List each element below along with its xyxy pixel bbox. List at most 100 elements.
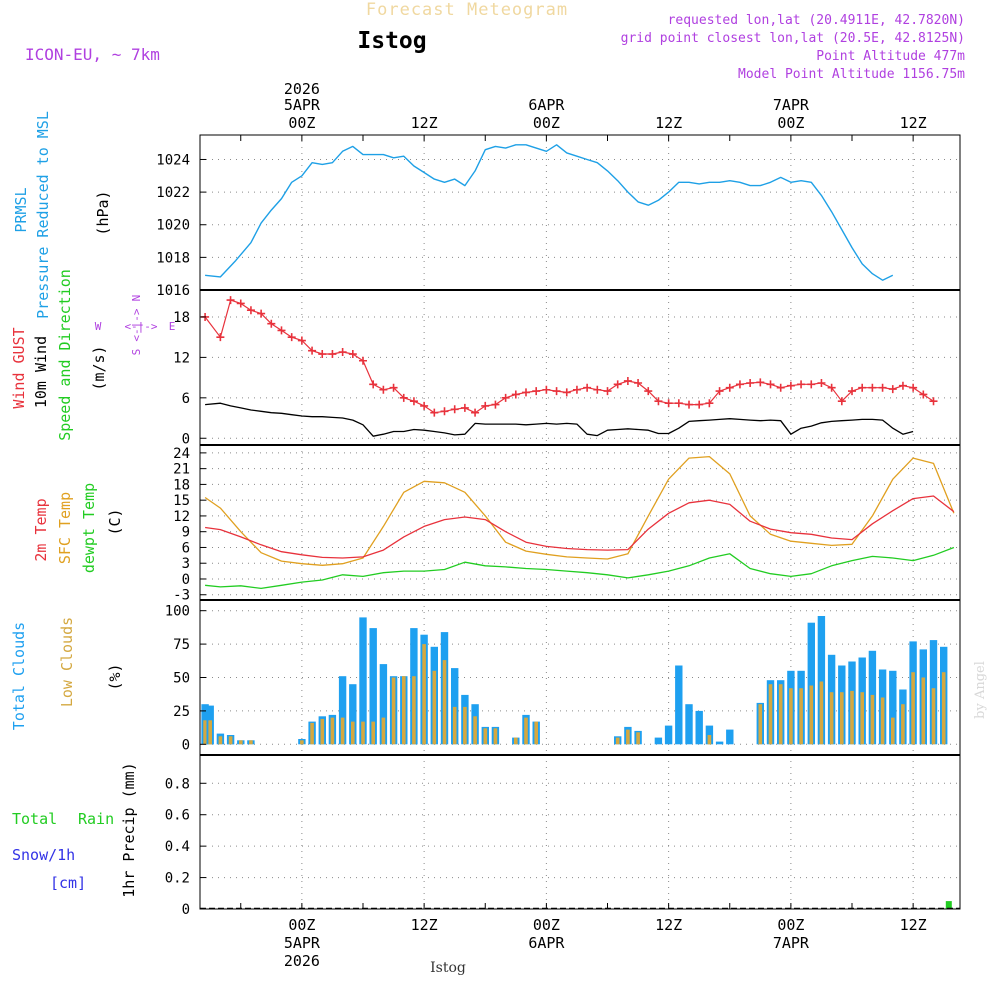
- total-cloud-bar: [675, 665, 683, 745]
- time-label-top: 5APR: [284, 96, 321, 114]
- low-cloud-bar: [514, 737, 518, 745]
- low-cloud-bar: [351, 721, 355, 745]
- grid-layer: [200, 135, 960, 910]
- main-title: Forecast Meteogram: [366, 0, 568, 20]
- wind-ytick-label: 6: [182, 391, 190, 407]
- time-label-top: 00Z: [533, 114, 560, 132]
- wind-gust-marker: [440, 407, 449, 416]
- wind-ytick-label: 0: [182, 431, 190, 447]
- wind-gust-marker: [909, 383, 918, 392]
- pressure-ytick-label: 1022: [156, 185, 190, 201]
- clouds-unit: (%): [106, 663, 124, 690]
- wind-gust-marker: [715, 387, 724, 396]
- time-label-bottom: 00Z: [288, 916, 315, 934]
- total-cloud-bar: [338, 676, 347, 745]
- snow-label: Snow/1h: [12, 846, 75, 864]
- dewpt-label: dewpt Temp: [80, 483, 98, 573]
- low-cloud-bar: [371, 721, 375, 745]
- total-cloud-bar: [685, 704, 693, 745]
- wind-ytick-label: 18: [173, 310, 190, 326]
- wind-gust-marker: [552, 387, 561, 396]
- wind-frame: [199, 289, 961, 446]
- wind-gust-marker: [664, 399, 673, 408]
- time-label-top: 7APR: [773, 96, 810, 114]
- pressure-frame: [199, 134, 961, 291]
- low-cloud-bar: [615, 737, 620, 745]
- sfc-temp-label: SFC Temp: [56, 492, 74, 564]
- wind-gust-marker: [430, 408, 439, 417]
- time-label-top: 00Z: [288, 114, 315, 132]
- low-cloud-bar: [707, 735, 712, 745]
- wind-ytick-label: 12: [173, 350, 190, 366]
- time-label-bottom: 5APR: [284, 934, 321, 952]
- low-cloud-bar: [778, 684, 783, 745]
- low-cloud-bar: [228, 736, 233, 745]
- wind-gust-marker: [654, 397, 663, 406]
- total-cloud-bar: [817, 616, 826, 745]
- wind-gust-marker: [878, 383, 887, 392]
- precip-ytick-label: 0: [182, 902, 190, 918]
- wind-gust-marker: [277, 326, 286, 335]
- precip-unit: 1hr Precip (mm): [120, 762, 138, 897]
- time-label-top: 2026: [284, 80, 320, 98]
- wind-gust-marker: [756, 378, 765, 387]
- wind-gust-marker: [389, 383, 398, 392]
- wind-gust-marker: [287, 333, 296, 342]
- wind-10m-label: 10m Wind: [32, 336, 50, 408]
- total-cloud-bar: [705, 725, 714, 745]
- station-title: Istog: [357, 28, 426, 54]
- low-cloud-bar: [422, 644, 426, 745]
- compass-ns-arrow: <-|->: [130, 308, 143, 341]
- wind-gust-marker: [460, 403, 469, 412]
- temperature-ytick-label: 18: [173, 477, 190, 493]
- wind-gust-marker: [501, 393, 510, 402]
- wind-gust-marker: [623, 376, 632, 385]
- wind-gust-marker: [685, 400, 694, 409]
- total-cloud-bar: [369, 628, 377, 745]
- low-cloud-bar: [809, 685, 814, 745]
- low-cloud-bar: [911, 672, 915, 745]
- wind-gust-marker: [379, 385, 388, 394]
- wind-gust-marker: [797, 380, 806, 389]
- low-cloud-bar: [789, 688, 793, 745]
- low-cloud-bar: [452, 706, 457, 745]
- low-cloud-bar: [381, 717, 386, 745]
- low-cloud-bar: [300, 740, 304, 745]
- low-cloud-bar: [310, 722, 314, 745]
- precip-ytick-label: 0.6: [165, 808, 190, 824]
- total-cloud-bar: [726, 729, 734, 745]
- tick-label-layer: 10161018102010221024061218-3036912151821…: [156, 152, 206, 918]
- requested-coords: requested lon,lat (20.4911E, 42.7820N): [668, 13, 965, 28]
- wind-gust-marker: [348, 350, 357, 359]
- low-cloud-bar: [931, 688, 936, 745]
- low-cloud-bar: [391, 677, 396, 745]
- low-cloud-bar: [218, 736, 223, 745]
- low-cloud-bar: [626, 729, 630, 745]
- precip-frame: [199, 754, 961, 910]
- low-cloud-bar: [799, 688, 803, 745]
- total-cloud-bar: [715, 741, 724, 745]
- temp-unit: (C): [106, 508, 124, 535]
- time-label-bottom: 12Z: [411, 916, 438, 934]
- low-cloud-bar: [891, 717, 895, 745]
- wind-gust-marker: [817, 379, 826, 387]
- clouds-ytick-label: 50: [173, 671, 190, 687]
- temperature-ytick-label: 24: [173, 446, 190, 462]
- wind-gust-marker: [929, 397, 938, 406]
- wind-gust-marker: [634, 379, 643, 387]
- time-label-bottom: 00Z: [533, 916, 560, 934]
- wind-gust-marker: [888, 385, 897, 394]
- temperature-ytick-label: 9: [182, 525, 190, 541]
- low-cloud-bar: [860, 692, 864, 745]
- clouds-ytick-label: 25: [173, 704, 190, 720]
- low-cloud-bar: [432, 670, 437, 745]
- low-cloud-bar: [636, 732, 640, 745]
- wind-unit: (m/s): [90, 345, 108, 390]
- wind-gust-marker: [644, 387, 653, 396]
- wind-gust-marker: [603, 387, 612, 396]
- time-label-top: 00Z: [777, 114, 804, 132]
- wind-gust-marker: [267, 319, 276, 328]
- clouds-ytick-label: 75: [173, 637, 190, 653]
- wind-gust-marker: [359, 356, 368, 365]
- wind-gust-marker: [236, 299, 245, 308]
